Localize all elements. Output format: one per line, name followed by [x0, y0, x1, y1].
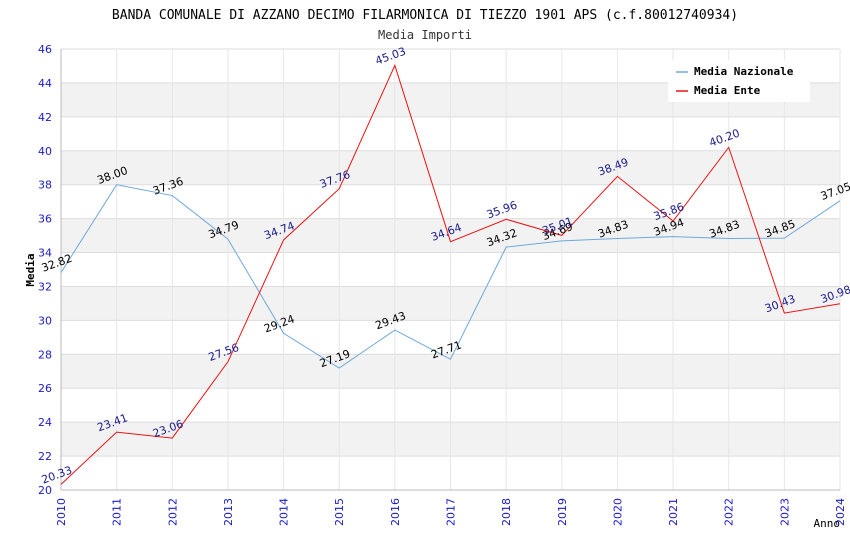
- data-label-media-ente: 20.33: [40, 464, 74, 487]
- x-tick-label: 2021: [667, 498, 680, 526]
- y-tick-label: 32: [38, 280, 52, 293]
- y-tick-label: 28: [38, 348, 52, 361]
- data-label-media-ente: 35.96: [485, 199, 519, 222]
- x-tick-label: 2013: [222, 498, 235, 526]
- legend: Media Nazionale Media Ente: [668, 60, 810, 102]
- x-tick-label: 2020: [611, 498, 624, 526]
- x-tick-label: 2014: [278, 498, 291, 526]
- x-tick-label: 2023: [778, 498, 791, 526]
- y-tick-label: 22: [38, 450, 52, 463]
- y-tick-label: 38: [38, 179, 52, 192]
- x-tick-label: 2011: [111, 498, 124, 526]
- y-tick-label: 30: [38, 314, 52, 327]
- data-label-media-ente: 45.03: [374, 45, 408, 68]
- y-tick-label: 46: [38, 43, 52, 56]
- x-tick-label: 2018: [500, 498, 513, 526]
- y-tick-label: 44: [38, 77, 52, 90]
- x-axis-label: Anno: [814, 517, 841, 530]
- y-tick-label: 20: [38, 484, 52, 497]
- x-tick-label: 2016: [389, 498, 402, 526]
- legend-label-media-ente: Media Ente: [694, 84, 761, 97]
- chart-subtitle: Media Importi: [378, 28, 472, 42]
- y-tick-label: 34: [38, 247, 52, 260]
- y-tick-label: 42: [38, 111, 52, 124]
- x-tick-label: 2017: [445, 498, 458, 526]
- legend-box: [668, 60, 810, 102]
- x-tick-label: 2012: [166, 498, 179, 526]
- chart-title: BANDA COMUNALE DI AZZANO DECIMO FILARMON…: [112, 8, 738, 23]
- series-line-media-nazionale: [60, 184, 841, 369]
- y-axis-label: Media: [24, 253, 37, 286]
- x-tick-label: 2024: [834, 498, 847, 526]
- legend-label-media-nazionale: Media Nazionale: [694, 65, 794, 78]
- data-label-media-ente: 40.20: [707, 127, 741, 150]
- y-tick-label: 26: [38, 382, 52, 395]
- x-tick-label: 2015: [333, 498, 346, 526]
- y-tick-label: 40: [38, 145, 52, 158]
- series-line-media-ente: [60, 64, 841, 485]
- x-tick-label: 2010: [55, 498, 68, 526]
- y-tick-label: 36: [38, 213, 52, 226]
- y-tick-label: 24: [38, 416, 52, 429]
- x-tick-label: 2019: [556, 498, 569, 526]
- x-tick-label: 2022: [723, 498, 736, 526]
